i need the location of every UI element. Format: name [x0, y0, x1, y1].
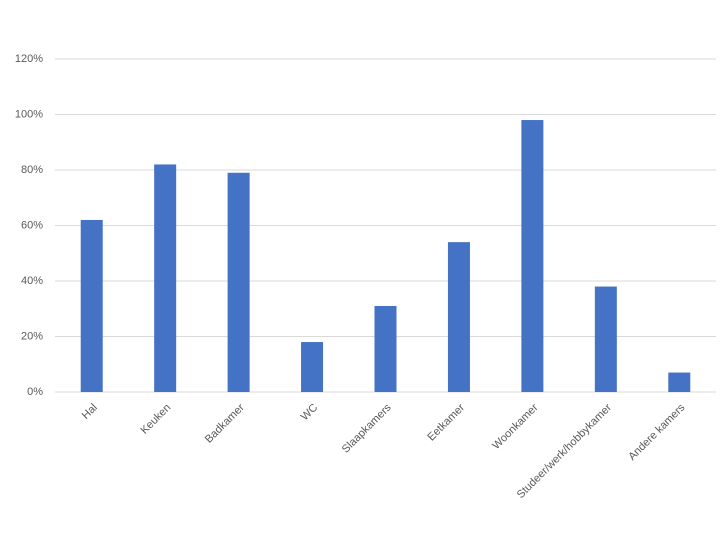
bar [154, 164, 177, 392]
x-tick-label: Eetkamer [425, 401, 467, 443]
bar [668, 372, 691, 392]
y-tick-label: 80% [21, 164, 43, 176]
bar [227, 172, 250, 392]
x-tick-label: WC [299, 402, 320, 423]
bar [594, 286, 617, 392]
bar [374, 305, 397, 392]
y-tick-label: 20% [21, 330, 43, 342]
bar [80, 219, 103, 392]
x-tick-label: Woonkamer [490, 401, 541, 452]
y-tick-label: 120% [15, 53, 43, 65]
y-tick-label: 0% [27, 386, 43, 398]
x-tick-label: Keuken [138, 402, 173, 437]
x-tick-label: Slaapkamers [340, 401, 394, 455]
y-tick-label: 60% [21, 219, 43, 231]
x-tick-label: Hal [80, 402, 100, 422]
bar [301, 342, 324, 392]
bar [521, 120, 544, 393]
x-tick-label: Badkamer [203, 401, 247, 445]
y-tick-label: 100% [15, 108, 43, 120]
y-tick-label: 40% [21, 275, 43, 287]
x-tick-label: Andere kamers [626, 401, 688, 463]
bar [447, 242, 470, 392]
